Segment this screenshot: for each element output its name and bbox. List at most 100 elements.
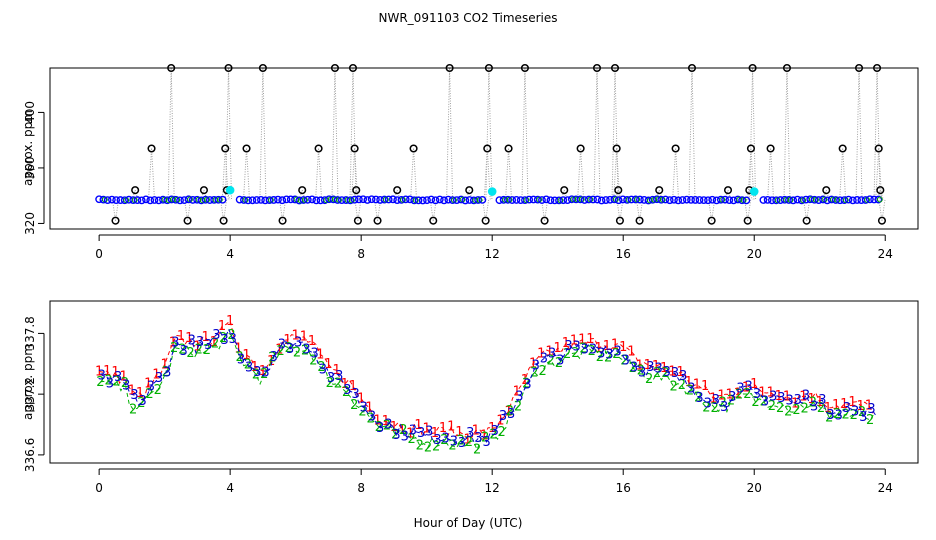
- flag-connector: [151, 148, 156, 200]
- series-1-marker: 1: [734, 387, 742, 402]
- series-1-marker: 1: [472, 424, 480, 439]
- baseline-point: [112, 196, 121, 205]
- series-3-marker: 3: [417, 426, 425, 441]
- series-2-marker: 2: [260, 367, 268, 382]
- series-3-marker: 3: [630, 360, 638, 375]
- series-1-marker: 1: [455, 425, 463, 440]
- series-2-marker: 2: [686, 383, 694, 398]
- series-2-marker: 2: [473, 443, 481, 458]
- baseline-point: [423, 196, 431, 205]
- flagged-point: [429, 216, 438, 225]
- flag-connector: [876, 67, 881, 200]
- series-2-marker: 2: [571, 346, 579, 361]
- baseline-point: [108, 195, 116, 204]
- baseline-point: [448, 196, 457, 205]
- baseline-point: [99, 195, 108, 204]
- baseline-point: [848, 196, 857, 205]
- top-highlight-points: [225, 185, 759, 196]
- series-2-marker: 2: [399, 423, 407, 438]
- baseline-point: [584, 195, 593, 204]
- series-2-marker: 2: [252, 368, 260, 383]
- series-2-marker: 2: [841, 407, 849, 422]
- series-3-marker: 3: [474, 431, 482, 446]
- series-3-marker: 3: [581, 342, 589, 357]
- series-2-marker: 2: [743, 387, 751, 402]
- flagged-point: [465, 186, 474, 195]
- series-3-marker: 3: [499, 409, 507, 424]
- baseline-point: [418, 196, 427, 205]
- baseline-point: [661, 195, 670, 204]
- series-1-marker: 1: [136, 386, 144, 401]
- series-1-marker: 1: [111, 365, 119, 380]
- baseline-point: [257, 195, 265, 204]
- series-3-marker: 3: [294, 336, 302, 351]
- series-3-marker: 3: [163, 365, 171, 380]
- series-3-marker: 3: [442, 432, 450, 447]
- series-2-marker: 2: [448, 439, 456, 454]
- series-1-marker: 1: [210, 335, 218, 350]
- flag-connector: [349, 67, 354, 200]
- baseline-point: [546, 196, 555, 205]
- flagged-point: [876, 186, 885, 195]
- baseline-point: [414, 196, 423, 205]
- series-3-marker: 3: [106, 377, 114, 392]
- flag-connector: [675, 148, 680, 200]
- series-1-marker: 1: [423, 421, 431, 436]
- series-1-marker: 1: [357, 392, 365, 407]
- series-1-marker: 1: [619, 340, 627, 355]
- series-2-marker: 2: [563, 347, 571, 362]
- baseline-point: [435, 195, 444, 204]
- series-3-marker: 3: [196, 335, 204, 350]
- series-1-marker: 1: [586, 332, 594, 347]
- flag-connector: [410, 148, 415, 200]
- series-2-marker: 2: [301, 343, 309, 358]
- flagged-point: [483, 144, 492, 153]
- series-2-line: [100, 331, 875, 451]
- flag-connector: [352, 67, 357, 200]
- series-1-marker: 1: [603, 339, 611, 354]
- series-3-marker: 3: [712, 393, 720, 408]
- series-1-marker: 1: [791, 397, 799, 412]
- flagged-point: [655, 186, 664, 195]
- bottom-y-tick-label: 336.6: [23, 438, 37, 472]
- series-3-marker: 3: [564, 339, 572, 354]
- series-3-marker: 3: [720, 400, 728, 415]
- baseline-point: [759, 196, 768, 204]
- series-1-marker: 1: [300, 330, 308, 345]
- flag-connector: [724, 189, 729, 201]
- chart-title: NWR_091103 CO2 Timeseries: [379, 11, 558, 25]
- flag-connector: [613, 148, 618, 200]
- top-x-tick-label: 16: [616, 247, 631, 261]
- series-3-marker: 3: [785, 394, 793, 409]
- series-3-marker: 3: [466, 426, 474, 441]
- flagged-point: [183, 216, 192, 225]
- series-1-marker: 1: [431, 426, 439, 441]
- bottom-x-tick-label: 8: [357, 481, 365, 495]
- series-1-marker: 1: [545, 344, 553, 359]
- flag-connector: [881, 199, 886, 221]
- series-2-marker: 2: [236, 350, 244, 365]
- flag-connector: [282, 199, 287, 221]
- series-3-marker: 3: [335, 369, 343, 384]
- series-1-marker: 1: [652, 359, 660, 374]
- baseline-point: [363, 196, 372, 204]
- series-3-marker: 3: [147, 380, 155, 395]
- baseline-point: [478, 195, 487, 204]
- baseline-point: [244, 196, 253, 205]
- bottom-x-tick-label: 16: [616, 481, 631, 495]
- top-x-tick-label: 4: [226, 247, 234, 261]
- flag-connector: [148, 148, 153, 200]
- series-2-marker: 2: [604, 350, 612, 365]
- series-2-marker: 2: [866, 413, 874, 428]
- flag-connector: [352, 189, 357, 201]
- series-3-marker: 3: [319, 362, 327, 377]
- series-1-marker: 1: [226, 314, 234, 329]
- series-1-marker: 1: [799, 390, 807, 405]
- baseline-point: [874, 195, 883, 204]
- series-2-marker: 2: [186, 346, 194, 361]
- series-2-marker: 2: [129, 403, 137, 418]
- baseline-point: [682, 195, 691, 204]
- series-2-marker: 2: [809, 395, 817, 410]
- flag-connector: [783, 67, 788, 200]
- top-y-axis-label: approx. ppm: [21, 110, 35, 186]
